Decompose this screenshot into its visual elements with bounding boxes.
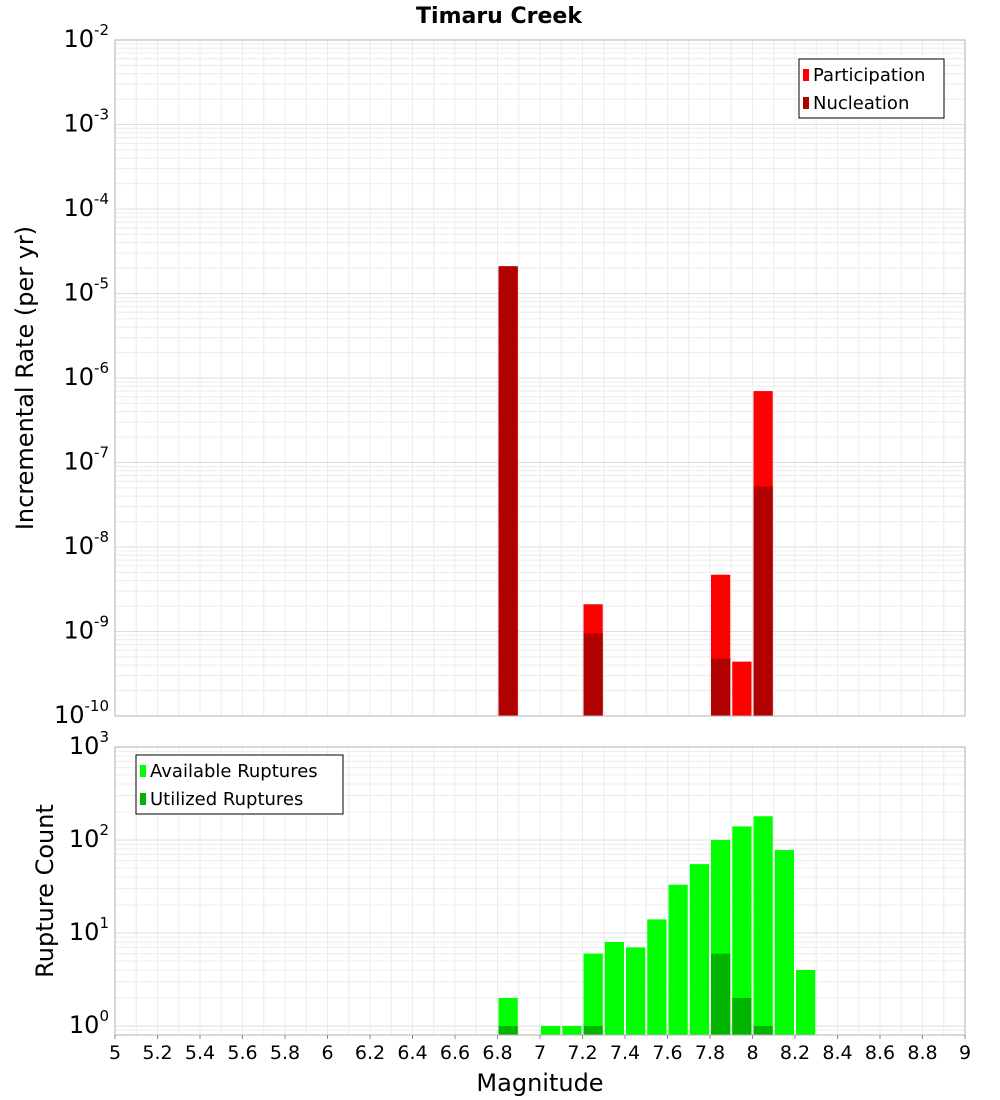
y-axis-label: Rupture Count: [31, 804, 59, 978]
x-tick-label: 6.6: [440, 1042, 470, 1064]
bar: [796, 969, 816, 1035]
x-tick-label: 8: [746, 1042, 758, 1064]
y-tick-label: 10-4: [63, 190, 109, 222]
x-tick-label: 6.8: [482, 1042, 512, 1064]
bar: [583, 633, 603, 716]
x-tick-label: 8.8: [907, 1042, 937, 1064]
bar: [732, 661, 752, 716]
bar: [668, 884, 688, 1035]
series-1: [498, 953, 773, 1035]
y-tick-label: 103: [69, 728, 109, 760]
bar: [753, 816, 773, 1035]
y-tick-label: 10-7: [63, 444, 109, 476]
x-tick-label: 6: [321, 1042, 333, 1064]
x-tick-label: 7.8: [695, 1042, 725, 1064]
bar: [774, 850, 794, 1035]
y-tick-label: 10-3: [63, 106, 109, 138]
x-tick-label: 5.6: [227, 1042, 257, 1064]
bar: [562, 1025, 582, 1035]
x-tick-label: 7.2: [567, 1042, 597, 1064]
bar: [753, 486, 773, 716]
y-tick-label: 10-9: [63, 613, 109, 645]
legend: Available Ruptures Utilized Ruptures: [135, 754, 344, 815]
legend-entry: Available Ruptures: [150, 761, 318, 782]
bar: [604, 942, 624, 1035]
y-tick-label: 102: [69, 821, 109, 853]
legend-box: [798, 58, 945, 119]
x-tick-label: 7.4: [610, 1042, 640, 1064]
x-tick-label: 7.6: [652, 1042, 682, 1064]
bar: [732, 826, 752, 1035]
y-tick-label: 10-6: [63, 359, 109, 391]
y-tick-label: 10-10: [54, 697, 109, 729]
bar: [753, 1025, 773, 1035]
bar: [498, 1025, 518, 1035]
x-tick-label: 5.8: [270, 1042, 300, 1064]
rate-panel: 10-10 10-9 10-8 10-7 10-6 10-5 10-4 10-3 10-2 Inc…: [11, 21, 966, 729]
y-tick-label: 101: [69, 914, 109, 946]
x-tick-label: 8.6: [865, 1042, 895, 1064]
x-tick-label: 5.4: [185, 1042, 215, 1064]
y-tick-label: 10-8: [63, 528, 109, 560]
legend-entry: Utilized Ruptures: [150, 789, 303, 810]
legend-box: [135, 754, 344, 815]
legend-swatch: [140, 793, 146, 805]
legend-swatch: [803, 69, 809, 81]
x-tick-label: 6.4: [397, 1042, 427, 1064]
x-tick-label: 8.2: [780, 1042, 810, 1064]
y-tick-label: 100: [69, 1007, 109, 1039]
bar: [711, 953, 731, 1035]
bar: [732, 997, 752, 1035]
chart-title: Timaru Creek: [416, 4, 583, 29]
x-tick-label: 8.4: [822, 1042, 852, 1064]
bar: [689, 864, 709, 1035]
bar: [626, 947, 646, 1035]
legend-swatch: [140, 765, 146, 777]
bar: [498, 266, 518, 716]
bar: [711, 658, 731, 716]
legend-entry: Nucleation: [813, 93, 909, 114]
y-tick-label: 10-2: [63, 21, 109, 53]
series-1: [498, 266, 773, 716]
legend: Participation Nucleation: [798, 58, 945, 119]
bar: [498, 997, 518, 1035]
bar: [583, 1025, 603, 1035]
grid: [114, 40, 966, 717]
x-tick-label: 5.2: [142, 1042, 172, 1064]
plot-border: [114, 39, 966, 717]
legend-swatch: [803, 97, 809, 109]
x-tick-label: 5: [109, 1042, 121, 1064]
x-tick-label: 7: [534, 1042, 546, 1064]
y-axis-label: Incremental Rate (per yr): [11, 226, 39, 530]
bar: [541, 1025, 561, 1035]
x-axis-label: Magnitude: [476, 1069, 603, 1097]
bar: [583, 953, 603, 1035]
x-tick-label: 9: [959, 1042, 971, 1064]
x-tick-label: 6.2: [355, 1042, 385, 1064]
bar: [647, 919, 667, 1035]
y-tick-label: 10-5: [63, 275, 109, 307]
legend-entry: Participation: [813, 65, 925, 86]
